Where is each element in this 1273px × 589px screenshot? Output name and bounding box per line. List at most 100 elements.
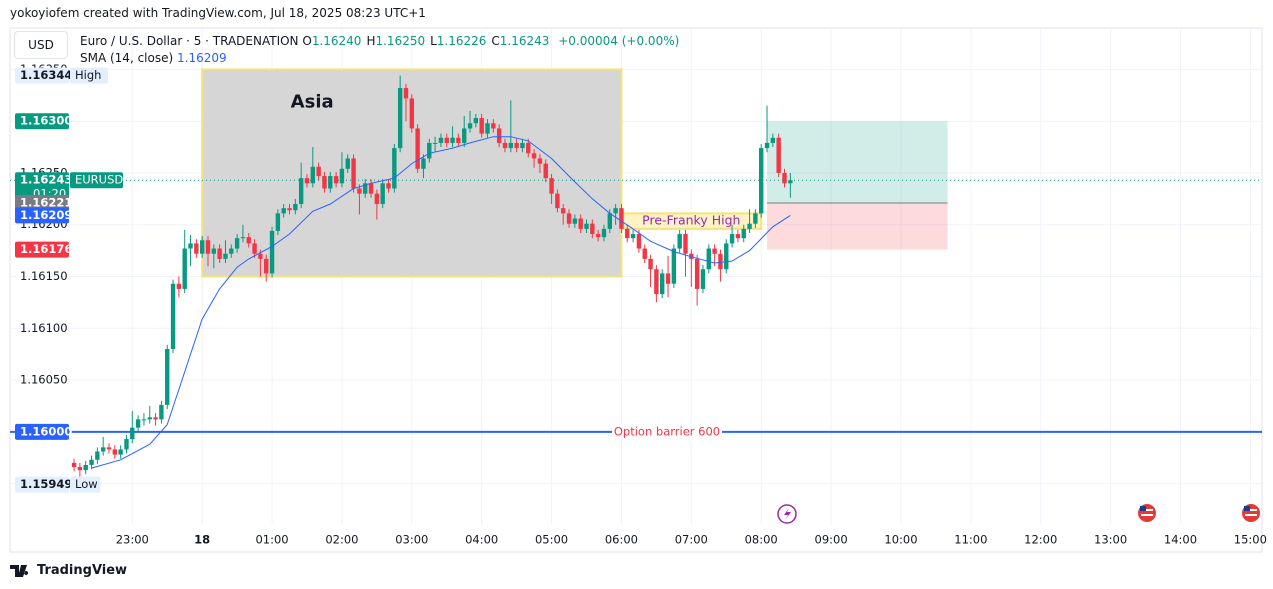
price-badge-label: 1.16221 [20,195,72,209]
candle-body [147,417,152,420]
candle-body [770,137,776,143]
price-tag [70,67,108,84]
x-tick-label: 13:00 [1094,533,1127,547]
annotation-label: Asia [291,91,334,112]
candle-body [776,137,781,173]
candle-body [287,208,292,211]
x-tick-label: 07:00 [675,533,708,547]
x-tick-label: 08:00 [745,533,778,547]
candle-body [130,427,135,440]
candle-body [363,183,368,194]
candle-body [683,234,688,254]
x-tick-label: 06:00 [605,533,638,547]
candle-body [403,88,409,99]
candle-body [438,137,444,143]
flag-canton [1140,506,1146,511]
candle-body [170,283,176,349]
candle-body [304,178,310,184]
price-badge [15,207,69,224]
candle-body [298,178,304,205]
candle-body [619,208,624,229]
ohlc-key: C [491,34,500,48]
candle-body [595,234,601,238]
price-badge [15,241,69,258]
x-tick-label: 23:00 [116,533,149,547]
ohlc-value: 1.16240 [311,34,362,48]
y-tick-label: 1.16100 [20,321,68,335]
stop-zone [767,202,948,250]
candle-body [339,168,345,184]
candle-body [264,258,269,274]
candle-body [217,248,222,259]
price-badge [15,172,69,203]
candle-body [234,238,240,249]
candle-body [112,449,118,455]
candle-body [421,158,426,169]
ohlc: O1.16240 H1.16250 L1.16226 C1.16243 [302,34,554,48]
candle-body [700,269,706,289]
price-badge [15,476,69,493]
price-badges: 1.159501.160001.160501.161001.161501.162… [15,62,123,493]
candle-body [153,417,158,420]
indicator-value: 1.16209 [177,51,227,65]
candle-body [531,153,537,159]
candle-body [543,163,548,179]
candle-body [613,208,618,214]
candle-body [223,253,228,259]
candle-body [141,419,147,421]
x-tick-label: 11:00 [954,533,987,547]
candle-body [485,123,490,134]
y-tick-label: 1.16150 [20,269,68,283]
candle-body [473,118,479,124]
candle-body [316,166,321,177]
candle-body [671,248,677,284]
candle-body [333,176,339,184]
target-zone [767,121,948,203]
candle-body [566,213,572,224]
candle-body [240,237,246,239]
footer-brand: TradingView [37,563,128,578]
candle-body [648,258,653,270]
candle-body [357,188,362,194]
candle-body [520,142,525,149]
candle-body [71,462,77,468]
flag-canton [1244,506,1250,511]
candle-body [729,234,735,244]
candle-body [718,253,723,270]
price-badge [15,67,69,84]
x-tick-label: 02:00 [325,533,358,547]
candle-body [397,88,403,149]
symbol: Euro / U.S. Dollar · 5 · TRADENATION [80,34,299,48]
x-tick-label: 12:00 [1024,533,1057,547]
x-tick-label: 05:00 [535,533,568,547]
ohlc-value: 1.16250 [375,34,426,48]
candle-body [502,142,508,149]
candle-body [549,178,554,194]
price-badge [15,423,69,440]
candle-body [374,193,380,205]
currency-button[interactable]: USD [14,31,68,59]
x-tick-label: 04:00 [465,533,498,547]
candle-body [386,183,391,189]
candle-body [607,213,612,229]
chart-frame [9,27,1263,553]
event-icons [777,502,1262,524]
candle-body [211,248,217,254]
candle-body [415,128,420,169]
ohlc-value: 1.16226 [436,34,487,48]
candle-body [724,243,729,270]
ohlc-key: L [430,34,437,48]
candle-body [83,464,88,471]
price-badge [15,113,69,130]
candle-body [188,243,193,249]
candle-body [782,172,787,184]
candle-body [741,228,746,239]
footer-logo: TradingView [10,563,127,578]
candle-body [182,248,187,289]
candle-body [427,142,432,159]
candle-body [89,459,94,465]
option-barrier-label: Option barrier 600 [614,424,720,438]
annotation-label: Pre-Franky High [642,213,740,228]
plot [71,75,793,485]
